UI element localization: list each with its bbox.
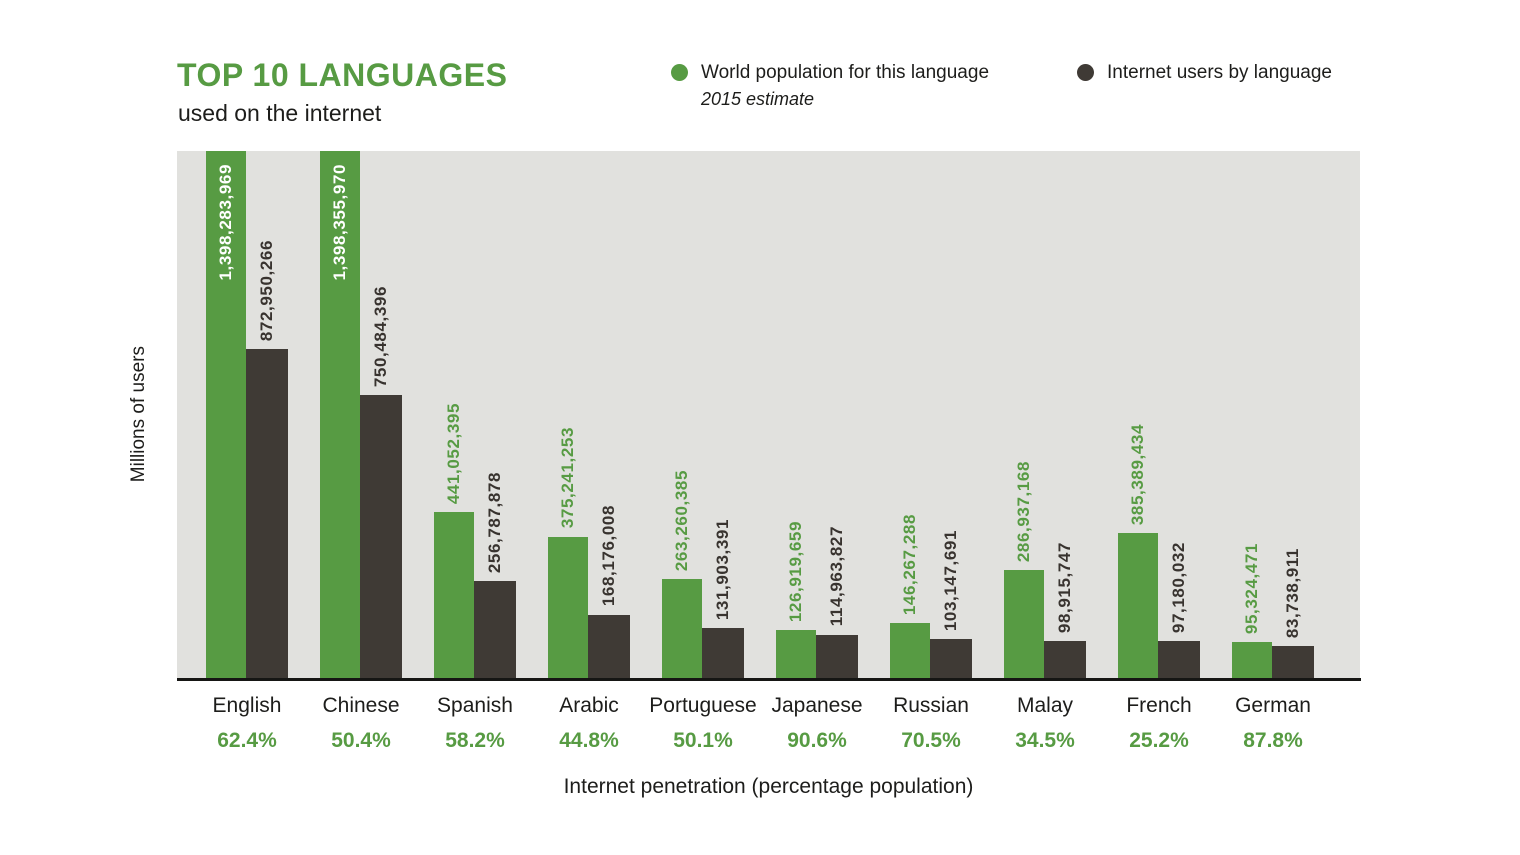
x-axis-labels: English 62.4% Chinese 50.4% Spanish 58.2% Arab… bbox=[177, 694, 1360, 753]
page-subtitle: used on the internet bbox=[178, 100, 382, 126]
bar-value-label: 146,267,288 bbox=[900, 513, 919, 615]
page-title: TOP 10 LANGUAGES bbox=[177, 57, 508, 93]
population-bar-french: 385,389,434 bbox=[1118, 424, 1158, 678]
category-label: Arabic bbox=[559, 694, 619, 717]
bar-value-label: 1,398,355,970 bbox=[330, 164, 349, 281]
bar-group-spanish: 441,052,395 256,787,878 bbox=[434, 151, 516, 678]
bar-value-label: 114,963,827 bbox=[827, 526, 846, 627]
category-label: Chinese bbox=[322, 694, 400, 717]
category-label: German bbox=[1235, 694, 1311, 717]
population-bar-japanese: 126,919,659 bbox=[776, 521, 816, 678]
x-axis-cell-german: German 87.8% bbox=[1232, 694, 1314, 753]
bar-value-label: 441,052,395 bbox=[444, 402, 463, 504]
x-axis-line bbox=[177, 678, 1361, 681]
penetration-percentage-label: 90.6% bbox=[787, 729, 847, 752]
category-label: Spanish bbox=[437, 694, 513, 717]
penetration-percentage-label: 70.5% bbox=[901, 729, 961, 752]
population-bar-spanish: 441,052,395 bbox=[434, 403, 474, 678]
category-label: Malay bbox=[1016, 694, 1074, 717]
population-bar-arabic: 375,241,253 bbox=[548, 427, 588, 678]
penetration-percentage-label: 25.2% bbox=[1129, 729, 1189, 752]
bar-value-label: 131,903,391 bbox=[713, 519, 732, 621]
x-axis-cell-japanese: Japanese 90.6% bbox=[771, 694, 862, 753]
bar-value-label: 168,176,008 bbox=[599, 505, 618, 607]
dark-dot-icon bbox=[1077, 64, 1094, 81]
category-label: Russian bbox=[893, 694, 969, 717]
x-axis-cell-portuguese: Portuguese 50.1% bbox=[649, 694, 756, 753]
category-label: English bbox=[212, 694, 282, 717]
internet-users-bar-chinese: 750,484,396 bbox=[360, 286, 402, 678]
legend-label: World population for this language bbox=[701, 62, 990, 83]
bar-value-label: 1,398,283,969 bbox=[216, 164, 235, 281]
bar-value-label: 263,260,385 bbox=[672, 469, 691, 571]
population-bar-chinese: 1,398,355,970 bbox=[320, 151, 360, 678]
bar-value-label: 375,241,253 bbox=[558, 427, 577, 529]
penetration-percentage-label: 62.4% bbox=[217, 729, 277, 752]
penetration-percentage-label: 50.4% bbox=[331, 729, 391, 752]
internet-users-bar-spanish: 256,787,878 bbox=[474, 472, 516, 678]
internet-users-bar-russian: 103,147,691 bbox=[930, 530, 972, 678]
population-bar-russian: 146,267,288 bbox=[890, 514, 930, 678]
bar-group-japanese: 126,919,659 114,963,827 bbox=[776, 151, 858, 678]
y-axis-label-text: Millions of users bbox=[128, 346, 149, 483]
bar-group-german: 95,324,471 83,738,911 bbox=[1232, 151, 1314, 678]
bar-value-label: 98,915,747 bbox=[1055, 541, 1074, 633]
penetration-percentage-label: 44.8% bbox=[559, 729, 619, 752]
x-axis-cell-french: French 25.2% bbox=[1118, 694, 1200, 753]
penetration-percentage-label: 34.5% bbox=[1015, 729, 1075, 752]
green-dot-icon bbox=[671, 64, 688, 81]
population-bar-english: 1,398,283,969 bbox=[206, 151, 246, 678]
x-axis-cell-russian: Russian 70.5% bbox=[890, 694, 972, 753]
penetration-percentage-label: 87.8% bbox=[1243, 729, 1303, 752]
bar-chart-plot-area: 1,398,283,969 872,950,266 1,398,355,970 750… bbox=[177, 151, 1360, 678]
bar-value-label: 83,738,911 bbox=[1283, 548, 1302, 639]
population-bar-malay: 286,937,168 bbox=[1004, 461, 1044, 678]
bar-value-label: 286,937,168 bbox=[1014, 460, 1033, 562]
legend-note: 2015 estimate bbox=[701, 89, 815, 109]
bar-value-label: 872,950,266 bbox=[257, 239, 276, 342]
x-axis-cell-malay: Malay 34.5% bbox=[1004, 694, 1086, 753]
bar-group-french: 385,389,434 97,180,032 bbox=[1118, 151, 1200, 678]
bar-group-chinese: 1,398,355,970 750,484,396 bbox=[320, 151, 402, 678]
x-axis-cell-english: English 62.4% bbox=[206, 694, 288, 753]
bar-group-english: 1,398,283,969 872,950,266 bbox=[206, 151, 288, 678]
category-label: French bbox=[1126, 694, 1192, 717]
legend-item-world-population: World population for this language 2015 … bbox=[671, 61, 989, 110]
internet-users-bar-malay: 98,915,747 bbox=[1044, 542, 1086, 678]
internet-users-bar-french: 97,180,032 bbox=[1158, 542, 1200, 678]
x-axis-cell-spanish: Spanish 58.2% bbox=[434, 694, 516, 753]
bar-value-label: 97,180,032 bbox=[1169, 542, 1188, 634]
population-bar-portuguese: 263,260,385 bbox=[662, 470, 702, 678]
internet-users-bar-japanese: 114,963,827 bbox=[816, 526, 858, 678]
bar-value-label: 385,389,434 bbox=[1128, 423, 1147, 525]
y-axis-label: Millions of users bbox=[122, 151, 156, 678]
bar-value-label: 103,147,691 bbox=[941, 530, 960, 632]
bar-group-malay: 286,937,168 98,915,747 bbox=[1004, 151, 1086, 678]
bar-value-label: 95,324,471 bbox=[1242, 542, 1261, 635]
internet-users-bar-arabic: 168,176,008 bbox=[588, 505, 630, 678]
category-label: Portuguese bbox=[649, 694, 757, 717]
population-bar-german: 95,324,471 bbox=[1232, 543, 1272, 678]
x-axis-cell-chinese: Chinese 50.4% bbox=[320, 694, 402, 753]
bar-group-russian: 146,267,288 103,147,691 bbox=[890, 151, 972, 678]
internet-users-bar-german: 83,738,911 bbox=[1272, 548, 1314, 678]
penetration-percentage-label: 58.2% bbox=[445, 729, 505, 752]
legend-label: Internet users by language bbox=[1107, 62, 1332, 83]
internet-users-bar-portuguese: 131,903,391 bbox=[702, 519, 744, 678]
x-axis-title: Internet penetration (percentage populat… bbox=[563, 775, 974, 798]
bar-group-arabic: 375,241,253 168,176,008 bbox=[548, 151, 630, 678]
x-axis-cell-arabic: Arabic 44.8% bbox=[548, 694, 630, 753]
bar-value-label: 126,919,659 bbox=[786, 521, 805, 623]
bar-value-label: 256,787,878 bbox=[485, 472, 504, 574]
legend-item-internet-users: Internet users by language bbox=[1077, 61, 1332, 84]
bar-group-portuguese: 263,260,385 131,903,391 bbox=[662, 151, 744, 678]
internet-users-bar-english: 872,950,266 bbox=[246, 240, 288, 678]
category-label: Japanese bbox=[771, 694, 863, 717]
bar-value-label: 750,484,396 bbox=[371, 286, 390, 388]
penetration-percentage-label: 50.1% bbox=[673, 729, 733, 752]
